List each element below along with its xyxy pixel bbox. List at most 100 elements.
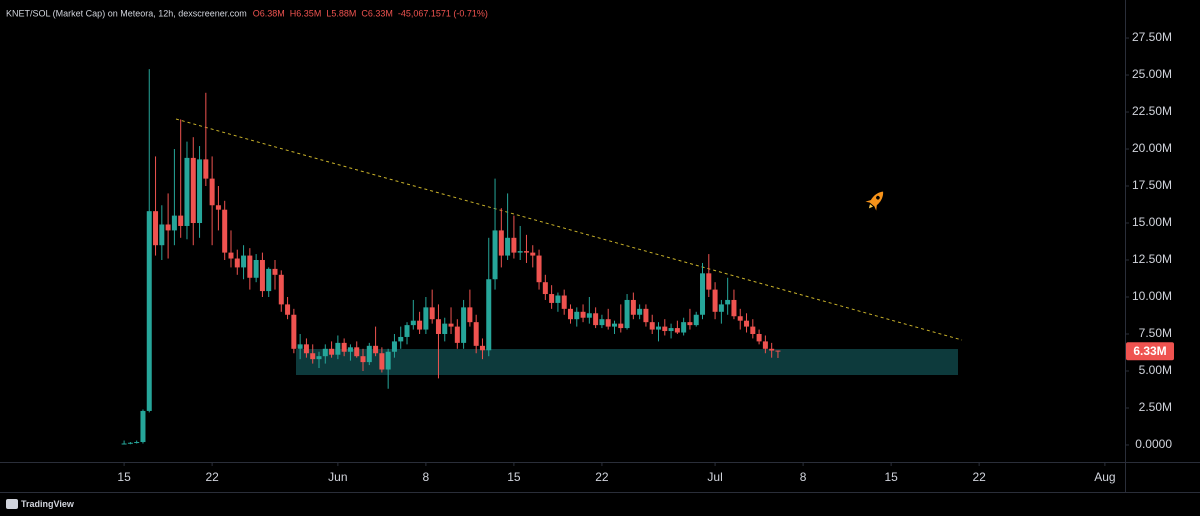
candle-body <box>561 295 567 309</box>
candle-body <box>423 307 429 330</box>
candle-body <box>656 326 662 330</box>
x-tick-label: 8 <box>800 470 807 484</box>
candle-body <box>197 159 203 224</box>
candle-body <box>272 268 278 275</box>
candle-body <box>234 258 240 268</box>
x-tick-label: Jun <box>328 470 347 484</box>
candle-body <box>542 282 548 295</box>
candle-body <box>159 224 165 246</box>
candle-body <box>586 313 592 318</box>
logo: TradingView <box>6 499 75 509</box>
candle-body <box>775 350 781 352</box>
candle-body <box>391 341 397 352</box>
candle-body <box>473 322 479 346</box>
candle-body <box>574 311 580 320</box>
y-tick-label: 7.50M <box>1139 326 1172 340</box>
candle-body <box>630 299 636 315</box>
candle-body <box>511 237 517 253</box>
candle-body <box>756 333 762 342</box>
candle-body <box>454 326 460 343</box>
candle-body <box>140 410 146 443</box>
candle-body <box>706 273 712 290</box>
candle-body <box>354 347 360 357</box>
candle-body <box>417 320 423 330</box>
candle-body <box>385 351 391 370</box>
ohlc-label: H6.35M <box>290 8 322 18</box>
candle-body <box>285 304 291 315</box>
candle-body <box>762 341 768 349</box>
candle-body <box>134 442 140 444</box>
candle-body <box>448 323 454 327</box>
candle-body <box>241 255 247 268</box>
candle-body <box>171 215 177 231</box>
candle-body <box>253 260 259 278</box>
candle-body <box>643 308 649 323</box>
candle-body <box>523 251 529 253</box>
candle-body <box>599 319 605 326</box>
candle-body <box>398 336 404 342</box>
candle-body <box>461 307 467 343</box>
candle-body <box>228 252 234 259</box>
candle-body <box>700 273 706 315</box>
y-tick-label: 20.00M <box>1132 141 1172 155</box>
candle-body <box>668 328 674 332</box>
candle-body <box>178 215 184 226</box>
candle-body <box>744 320 750 327</box>
candle-body <box>549 294 555 303</box>
candle-body <box>266 268 272 292</box>
candle-body <box>567 308 573 320</box>
x-tick-label: 15 <box>117 470 131 484</box>
support-zone <box>296 349 958 375</box>
candle-body <box>322 348 328 357</box>
candle-body <box>492 230 498 280</box>
candle-body <box>190 157 196 224</box>
candle-body <box>360 356 366 363</box>
candle-body <box>303 344 309 354</box>
x-tick-label: 15 <box>884 470 898 484</box>
candle-body <box>429 307 435 320</box>
x-tick-label: 22 <box>972 470 986 484</box>
y-tick-label: 22.50M <box>1132 104 1172 118</box>
candle-body <box>153 211 159 246</box>
candle-body <box>297 344 303 349</box>
ohlc-label: O6.38M <box>253 8 285 18</box>
candle-body <box>618 323 624 329</box>
x-tick-label: 15 <box>507 470 521 484</box>
candle-body <box>165 224 171 231</box>
candle-body <box>693 314 699 326</box>
candle-body <box>410 320 416 326</box>
candle-body <box>712 289 718 312</box>
candle-body <box>184 157 190 226</box>
trendline <box>175 118 963 341</box>
candle-body <box>486 279 492 351</box>
candle-body <box>605 319 611 327</box>
candle-body <box>593 313 599 326</box>
ohlc-label: L5.88M <box>326 8 356 18</box>
candle-body <box>222 209 228 253</box>
candle-body <box>335 342 341 355</box>
candle-body <box>121 443 127 445</box>
candle-body <box>750 326 756 334</box>
candle-body <box>259 260 265 292</box>
y-tick-label: 17.50M <box>1132 178 1172 192</box>
y-tick-label: 10.00M <box>1132 289 1172 303</box>
y-tick-label: 12.50M <box>1132 252 1172 266</box>
y-tick-label: 27.50M <box>1132 30 1172 44</box>
candle-body <box>580 311 586 318</box>
candle-body <box>737 316 743 321</box>
rocket-icon <box>865 191 884 211</box>
candle-body <box>687 322 693 326</box>
candle-body <box>278 274 284 305</box>
candle-body <box>366 345 372 363</box>
candle-body <box>404 325 410 337</box>
plot <box>121 69 781 445</box>
y-tick-label: 25.00M <box>1132 67 1172 81</box>
x-tick-label: Jul <box>707 470 722 484</box>
candle-body <box>769 348 775 351</box>
candle-body <box>681 322 687 333</box>
candle-body <box>498 230 504 256</box>
y-tick-label: 2.50M <box>1139 400 1172 414</box>
candle-body <box>442 323 448 334</box>
candle-body <box>517 251 523 253</box>
chart-title: KNET/SOL (Market Cap) on Meteora, 12h, d… <box>6 8 247 18</box>
